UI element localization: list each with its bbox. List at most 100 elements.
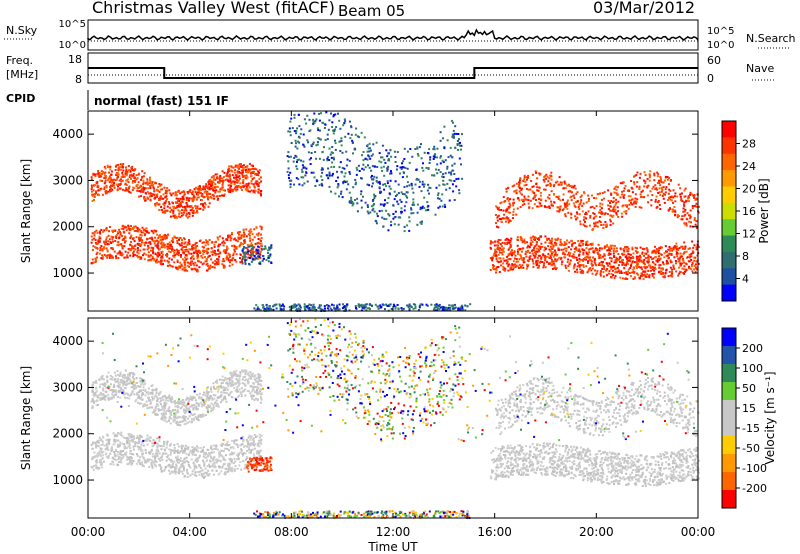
range-gate-cell — [220, 382, 223, 385]
range-gate-cell — [534, 170, 537, 173]
range-gate-cell — [309, 129, 312, 132]
range-gate-cell — [395, 168, 398, 171]
range-gate-cell — [91, 397, 94, 400]
range-gate-cell — [558, 210, 561, 213]
range-gate-cell — [563, 243, 566, 246]
range-gate-cell — [669, 249, 672, 252]
range-gate-cell — [180, 204, 183, 207]
range-gate-cell — [544, 247, 547, 250]
range-gate-cell — [414, 183, 417, 186]
range-gate-cell — [155, 230, 158, 233]
freq-tick-low: 8 — [75, 73, 82, 86]
range-gate-cell — [230, 185, 233, 188]
range-gate-cell — [257, 252, 260, 255]
range-gate-cell — [639, 254, 641, 257]
range-gate-cell — [555, 267, 558, 270]
range-gate-cell — [248, 186, 251, 189]
range-gate-cell — [680, 255, 683, 258]
range-gate-cell — [93, 199, 95, 201]
range-gate-cell — [313, 176, 316, 179]
range-gate-cell — [672, 189, 675, 192]
range-gate-cell — [665, 186, 668, 189]
range-gate-cell — [695, 227, 698, 229]
range-gate-cell — [575, 247, 578, 250]
range-gate-cell — [681, 218, 684, 221]
range-gate-cell — [544, 255, 547, 258]
range-gate-cell — [150, 229, 153, 232]
range-gate-cell — [563, 253, 566, 256]
range-gate-cell — [179, 261, 182, 264]
range-gate-cell — [649, 264, 652, 267]
range-gate-cell — [609, 250, 612, 253]
range-gate-cell — [235, 253, 238, 256]
range-gate-cell — [286, 170, 289, 173]
range-gate-cell — [509, 198, 512, 201]
range-gate-cell — [399, 198, 402, 201]
range-gate-cell — [303, 303, 306, 306]
range-gate-cell — [127, 186, 130, 189]
range-gate-cell — [575, 218, 577, 221]
range-gate-cell — [591, 242, 594, 245]
range-gate-cell — [506, 197, 509, 200]
range-gate-cell — [587, 253, 590, 256]
range-gate-cell — [585, 213, 588, 216]
range-gate-cell — [489, 240, 492, 243]
range-gate-cell — [589, 216, 592, 219]
range-gate-cell — [509, 258, 512, 261]
range-gate-cell — [388, 192, 391, 195]
noise-right-tick-low: 10^0 — [707, 40, 734, 51]
range-gate-cell — [241, 259, 243, 262]
range-gate-cell — [619, 276, 622, 279]
range-gate-cell — [241, 189, 243, 191]
range-gate-cell — [151, 255, 154, 258]
range-gate-cell — [627, 247, 630, 250]
range-gate-cell — [216, 176, 219, 179]
range-gate-cell — [293, 116, 296, 119]
range-gate-cell — [172, 210, 175, 213]
y-tick-label: 1000 — [52, 266, 83, 280]
range-gate-cell — [625, 254, 628, 257]
range-gate-cell — [198, 191, 201, 194]
range-gate-cell — [402, 166, 405, 169]
range-gate-cell — [501, 217, 504, 220]
range-gate-cell — [160, 252, 163, 255]
range-gate-cell — [590, 262, 593, 265]
range-gate-cell — [253, 176, 256, 179]
range-gate-cell — [558, 207, 561, 210]
range-gate-cell — [153, 258, 156, 261]
range-gate-cell — [664, 191, 667, 194]
range-gate-cell — [438, 184, 441, 187]
range-gate-cell — [139, 236, 142, 239]
range-gate-cell — [257, 245, 260, 248]
range-gate-cell — [568, 269, 570, 272]
range-gate-cell — [129, 236, 132, 239]
range-gate-cell — [641, 274, 644, 277]
range-gate-cell — [602, 223, 605, 226]
range-gate-cell — [228, 377, 231, 379]
range-gate-cell — [333, 158, 335, 161]
range-gate-cell — [122, 373, 125, 376]
range-gate-cell — [245, 171, 247, 173]
colorbar-swatch — [722, 219, 736, 237]
range-gate-cell — [537, 248, 540, 251]
range-gate-cell — [612, 265, 615, 268]
range-gate-cell — [408, 161, 411, 164]
range-gate-cell — [252, 389, 255, 392]
range-gate-cell — [176, 239, 179, 242]
range-gate-cell — [93, 400, 96, 403]
range-gate-cell — [340, 139, 343, 142]
range-gate-cell — [544, 257, 547, 260]
range-gate-cell — [197, 193, 200, 195]
range-gate-cell — [123, 241, 126, 244]
range-gate-cell — [299, 304, 301, 307]
range-gate-cell — [149, 198, 152, 201]
range-gate-cell — [518, 199, 521, 202]
range-gate-cell — [118, 179, 121, 182]
range-gate-cell — [666, 254, 669, 257]
range-gate-cell — [192, 197, 195, 200]
range-gate-cell — [679, 195, 682, 198]
range-gate-cell — [105, 186, 108, 189]
range-gate-cell — [420, 143, 422, 146]
range-gate-cell — [626, 273, 629, 276]
range-gate-cell — [436, 197, 439, 200]
